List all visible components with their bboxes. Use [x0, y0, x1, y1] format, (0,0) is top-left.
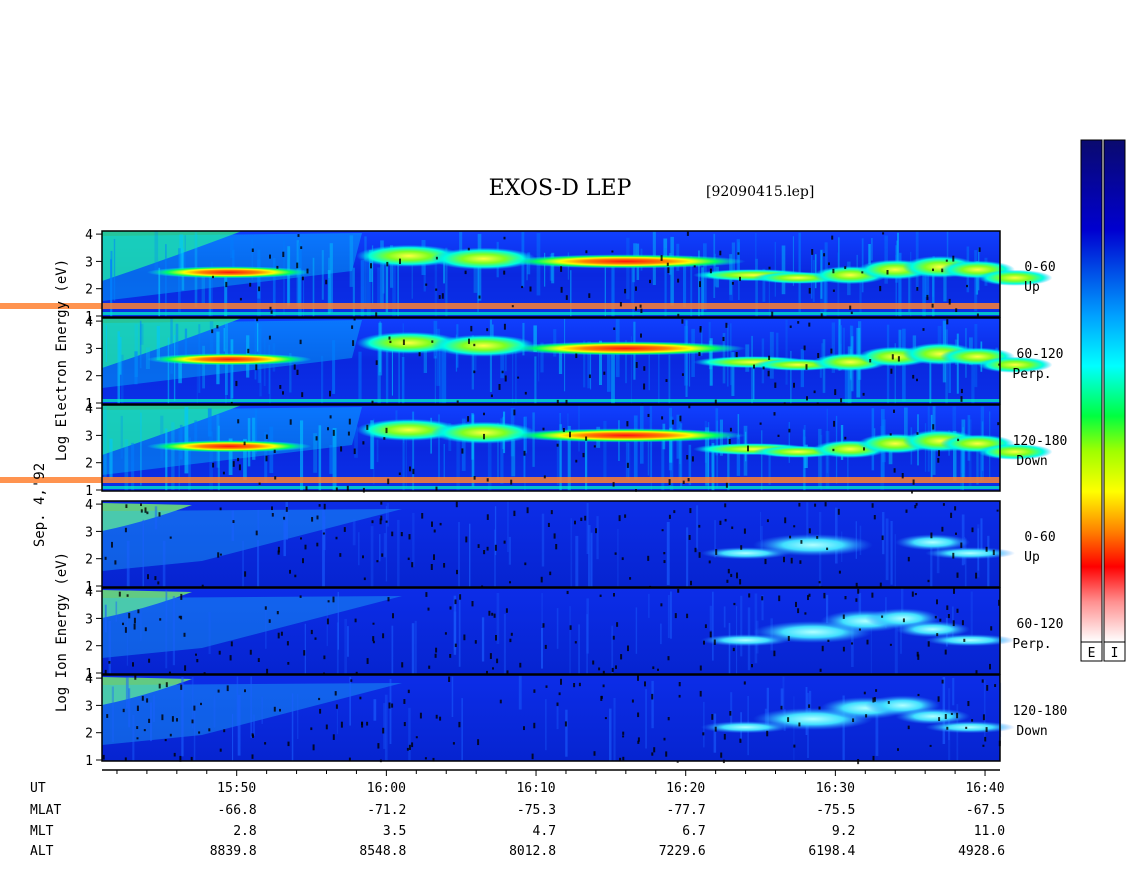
ephemeris-value-alt: 4928.6 [958, 844, 1005, 859]
ephemeris-row-label: MLAT [30, 803, 61, 818]
ephemeris-value-alt: 8548.8 [359, 844, 406, 859]
date-label: Sep. 4,'92 [32, 463, 48, 547]
ephemeris-value-ut: 16:00 [367, 781, 406, 796]
ephemeris-row-label: MLT [30, 824, 54, 839]
pitch-angle-label: 60-120 [1017, 347, 1064, 362]
ephemeris-value-alt: 8839.8 [210, 844, 257, 859]
y-tick-label: 3 [85, 525, 93, 540]
y-tick-label: 3 [85, 255, 93, 270]
direction-label: Up [1024, 550, 1040, 565]
ephemeris-value-mlat: -75.5 [816, 803, 855, 818]
file-name: [92090415.lep] [706, 184, 815, 200]
ephemeris-value-mlt: 9.2 [832, 824, 855, 839]
ephemeris-value-alt: 8012.8 [509, 844, 556, 859]
y-tick-label: 3 [85, 342, 93, 357]
direction-label: Down [1016, 724, 1047, 739]
ephemeris-value-ut: 15:50 [217, 781, 256, 796]
y-tick-label: 4 [85, 315, 93, 330]
ephemeris-row-label: ALT [30, 844, 54, 859]
y-tick-label: 4 [85, 402, 93, 417]
y-tick-label: 2 [85, 370, 93, 385]
electron-panel-1 [0, 231, 1053, 322]
y-tick-label: 3 [85, 699, 93, 714]
ephemeris-row-label: UT [30, 781, 46, 796]
ephemeris-value-alt: 7229.6 [659, 844, 706, 859]
electron-panel-2 [102, 318, 1053, 408]
colorbar-electron: E [1080, 139, 1103, 662]
y-tick-label: 2 [85, 640, 93, 655]
y-tick-label: 1 [85, 580, 93, 595]
ion-panel-3 [102, 675, 1015, 765]
y-tick-label: 4 [85, 672, 93, 687]
chart-title: EXOS-D LEP [488, 176, 632, 201]
ephemeris-value-alt: 6198.4 [808, 844, 855, 859]
electron-axis-label: Log Electron Energy (eV) [54, 259, 70, 461]
ion-axis-label: Log Ion Energy (eV) [54, 552, 70, 712]
ion-panel-2 [102, 588, 1015, 679]
y-tick-label: 1 [85, 310, 93, 325]
pitch-angle-label: 0-60 [1024, 530, 1055, 545]
y-tick-label: 4 [85, 498, 93, 513]
y-tick-label: 1 [85, 484, 93, 499]
ephemeris-value-mlt: 11.0 [974, 824, 1005, 839]
colorbar-label: I [1111, 646, 1119, 661]
y-tick-label: 4 [85, 228, 93, 243]
ephemeris-value-ut: 16:30 [816, 781, 855, 796]
ephemeris-value-mlt: 3.5 [383, 824, 406, 839]
direction-label: Perp. [1012, 367, 1051, 382]
ephemeris-value-ut: 16:10 [516, 781, 555, 796]
pitch-angle-label: 120-180 [1013, 434, 1068, 449]
ion-panel-1 [102, 501, 1015, 592]
ephemeris-value-mlat: -66.8 [218, 803, 257, 818]
ephemeris-value-mlat: -77.7 [667, 803, 706, 818]
y-tick-label: 2 [85, 727, 93, 742]
ephemeris-value-mlt: 4.7 [533, 824, 556, 839]
direction-label: Perp. [1012, 637, 1051, 652]
colorbar-label: E [1088, 646, 1096, 661]
y-tick-label: 1 [85, 667, 93, 682]
direction-label: Up [1024, 280, 1040, 295]
y-tick-label: 3 [85, 429, 93, 444]
ephemeris-value-mlt: 6.7 [682, 824, 705, 839]
colorbar-ion: I [1103, 139, 1126, 662]
ephemeris-value-ut: 16:40 [965, 781, 1004, 796]
ephemeris-value-mlat: -75.3 [517, 803, 556, 818]
ephemeris-value-mlat: -67.5 [966, 803, 1005, 818]
ephemeris-value-ut: 16:20 [666, 781, 705, 796]
y-tick-label: 4 [85, 585, 93, 600]
electron-panel-3 [0, 405, 1053, 494]
y-tick-label: 2 [85, 553, 93, 568]
pitch-angle-label: 60-120 [1017, 617, 1064, 632]
pitch-angle-label: 0-60 [1024, 260, 1055, 275]
y-tick-label: 1 [85, 397, 93, 412]
y-tick-label: 3 [85, 612, 93, 627]
y-tick-label: 2 [85, 457, 93, 472]
ephemeris-value-mlt: 2.8 [233, 824, 256, 839]
pitch-angle-label: 120-180 [1013, 704, 1068, 719]
direction-label: Down [1016, 454, 1047, 469]
ephemeris-value-mlat: -71.2 [367, 803, 406, 818]
y-tick-label: 2 [85, 283, 93, 298]
y-tick-label: 1 [85, 754, 93, 769]
